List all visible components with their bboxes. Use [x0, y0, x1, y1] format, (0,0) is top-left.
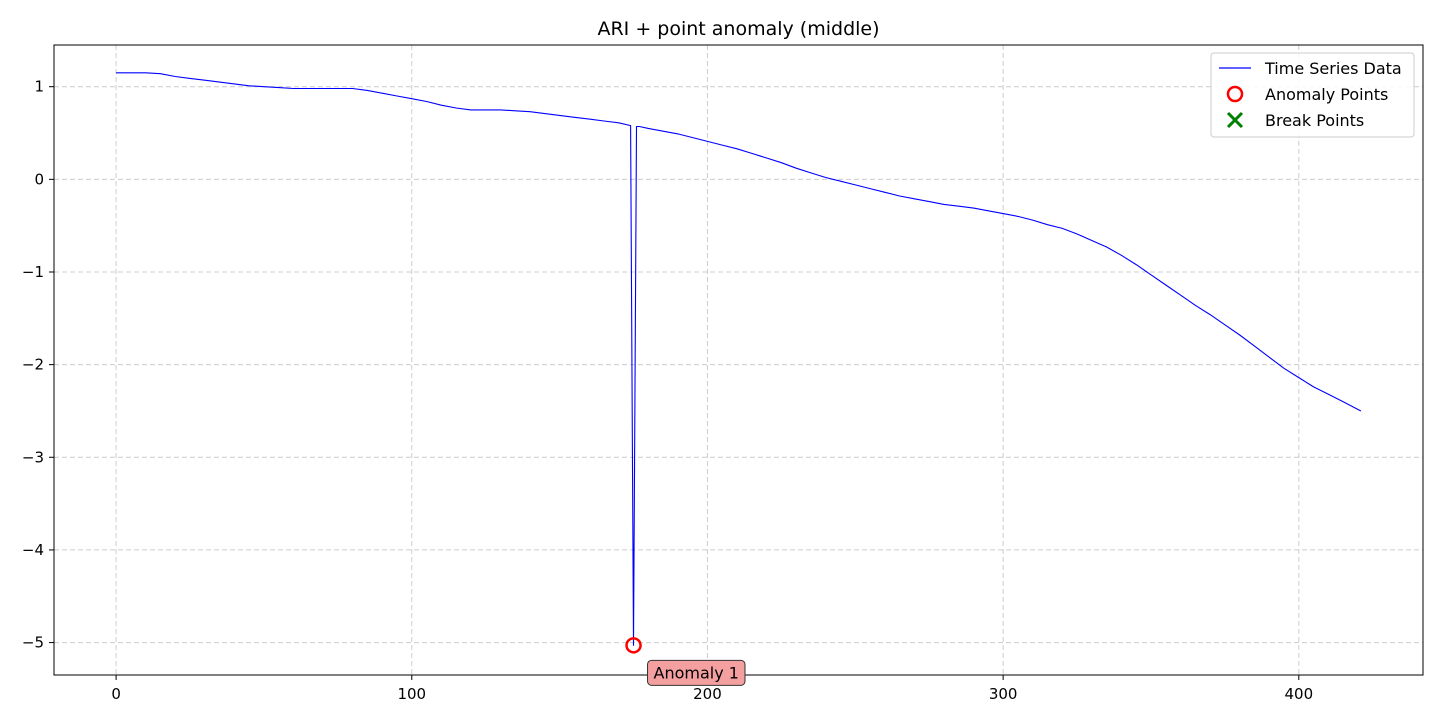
x-tick-label: 400 — [1284, 685, 1313, 703]
anomaly-annotation: Anomaly 1 — [647, 659, 746, 686]
x-tick-label: 200 — [693, 685, 722, 703]
legend-entry-break-points: Break Points — [1265, 111, 1364, 130]
anomaly-point — [625, 637, 642, 654]
y-tick-label: −5 — [22, 634, 44, 652]
legend-entry-time-series: Time Series Data — [1264, 59, 1402, 78]
chart-title: ARI + point anomaly (middle) — [597, 18, 879, 40]
legend: Time Series Data Anomaly Points Break Poin… — [1210, 52, 1415, 138]
y-tick-label: −1 — [22, 263, 44, 281]
annotations: Anomaly 1 — [647, 659, 746, 686]
y-tick-label: −2 — [22, 356, 44, 374]
anomaly-markers — [625, 637, 642, 654]
x-tick-label: 300 — [989, 685, 1018, 703]
y-tick-label: −4 — [22, 541, 44, 559]
axis-ticks: 0 100 200 300 400 1 0 −1 −2 −3 −4 −5 — [22, 78, 1313, 703]
anomaly-annotation-box — [647, 659, 746, 686]
y-tick-label: 1 — [34, 78, 44, 96]
grid — [54, 45, 1423, 675]
series-lines — [116, 72, 1362, 646]
axes-frame — [53, 44, 1424, 676]
series-line-0 — [116, 72, 1362, 646]
y-tick-label: −3 — [22, 448, 44, 466]
x-tick-label: 100 — [397, 685, 426, 703]
anomaly-annotation-label: Anomaly 1 — [654, 663, 739, 682]
y-tick-label: 0 — [34, 170, 44, 188]
x-tick-label: 0 — [111, 685, 121, 703]
legend-x-icon — [1226, 111, 1244, 129]
legend-circle-icon — [1226, 85, 1244, 103]
legend-entry-anomaly-points: Anomaly Points — [1265, 85, 1388, 104]
legend-box — [1210, 52, 1415, 138]
